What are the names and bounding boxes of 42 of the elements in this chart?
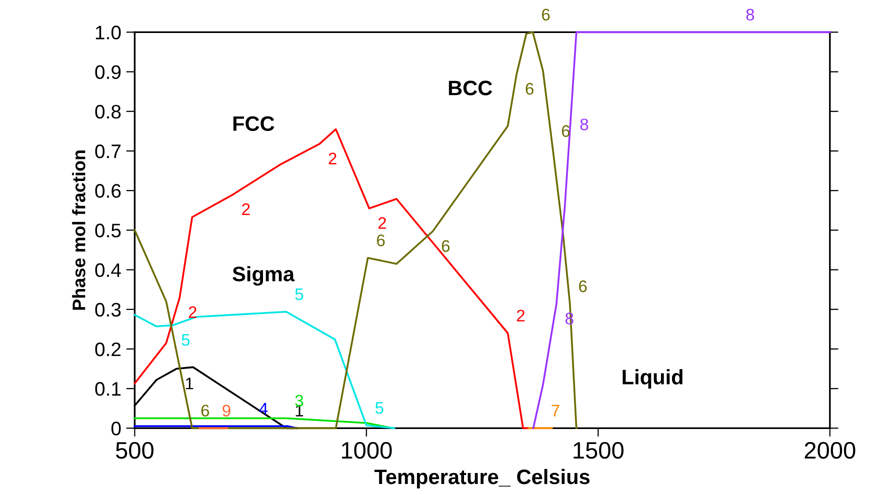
y-tick-label: 0.7 — [95, 144, 121, 158]
text: 5 — [295, 288, 304, 300]
text: 2 — [188, 306, 196, 318]
y-tick-label: 0.6 — [95, 184, 121, 198]
series-label: 9 — [222, 404, 230, 417]
y-axis-title: Phase mol fraction — [72, 150, 86, 310]
y-tick-label: 0.8 — [95, 104, 121, 119]
x-tick-label: 1500 — [574, 442, 624, 459]
text: 8 — [746, 8, 754, 21]
y-tick-label: 0.4 — [95, 263, 121, 278]
y-tick-label: 0.1 — [95, 382, 121, 396]
series-label: 5 — [182, 334, 190, 346]
series-label: 1 — [186, 378, 194, 390]
x-tick-label: 1000 — [342, 442, 392, 459]
text: 6 — [442, 240, 450, 252]
y-tick-label: 0.9 — [95, 65, 121, 80]
text: 6 — [526, 82, 534, 95]
annotation: BCC — [448, 80, 492, 96]
text: 6 — [377, 234, 385, 246]
text: 2 — [378, 217, 386, 229]
y-tick-label: 0.2 — [95, 342, 121, 356]
y-tick-label: 1.0 — [96, 26, 121, 40]
y-tick-label: 0.3 — [95, 302, 121, 317]
annotation: FCC — [233, 116, 274, 132]
y-tick-label: 0 — [111, 422, 121, 436]
series-label: 8 — [580, 118, 588, 130]
x-tick-label: 500 — [116, 442, 154, 459]
text: 6 — [542, 8, 550, 21]
annotation: Sigma — [232, 266, 295, 286]
series-label: 6 — [579, 280, 587, 292]
x-tick-label: 2000 — [804, 442, 856, 459]
text: 5 — [375, 402, 384, 414]
x-axis-title: Temperature_ Celsius — [374, 468, 590, 488]
y-tick-label: 0.5 — [95, 224, 121, 238]
text: 6 — [201, 404, 210, 417]
annotation: Liquid — [622, 369, 682, 389]
text: 2 — [242, 203, 250, 215]
series-label: 7 — [552, 404, 560, 416]
text: 2 — [516, 310, 525, 322]
series-label: 4 — [259, 402, 268, 414]
series-label: 2 — [328, 152, 336, 164]
series-label: 3 — [295, 394, 304, 407]
